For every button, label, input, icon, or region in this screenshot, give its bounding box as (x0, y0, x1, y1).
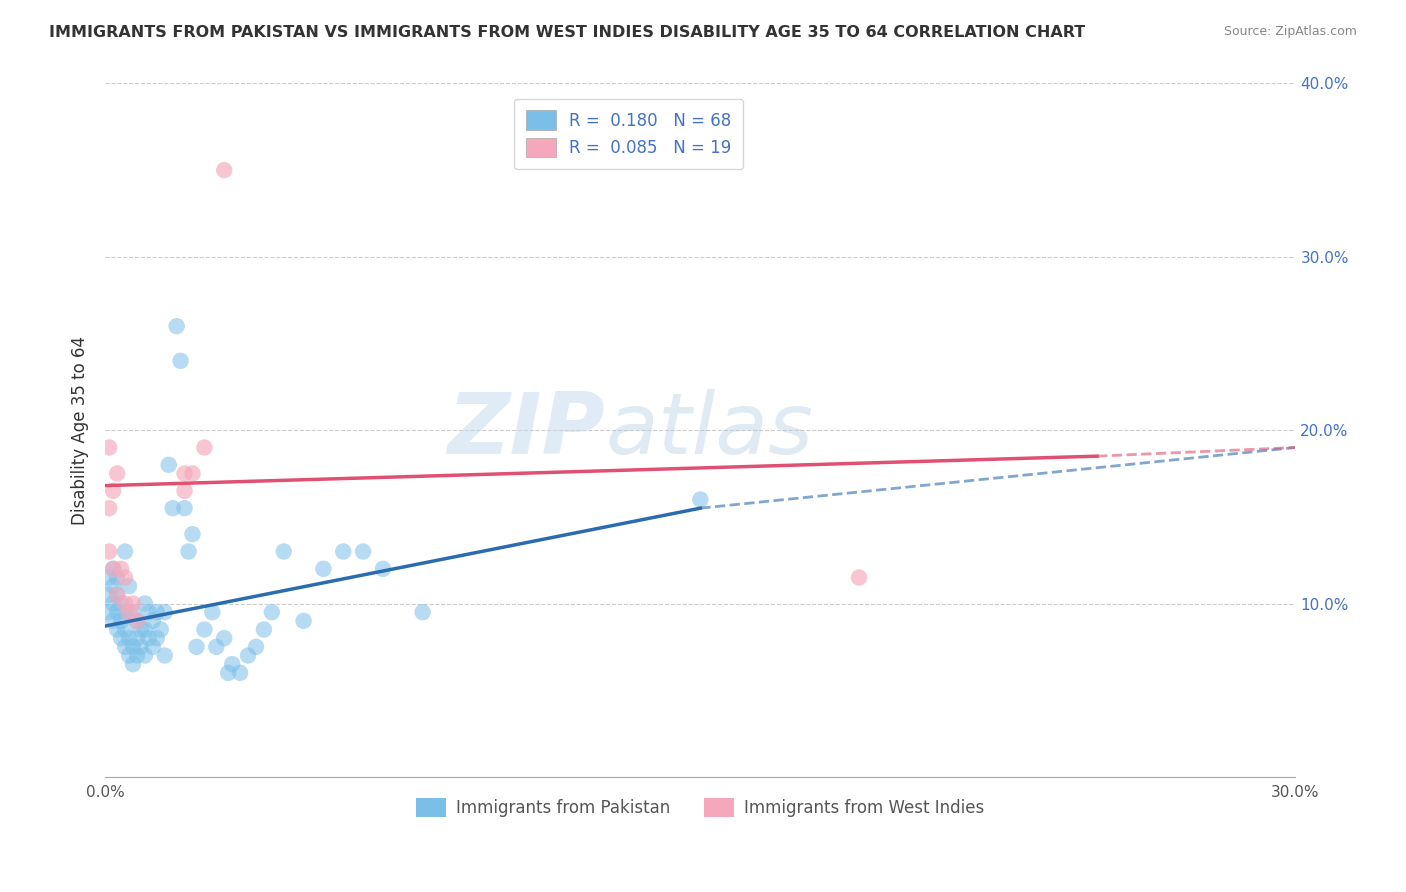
Point (105, 623, 128, 637)
Point (181, 527, 204, 541)
Point (110, 631, 132, 645)
Point (110, 597, 132, 611)
Point (129, 623, 152, 637)
Point (169, 353, 191, 368)
Legend: Immigrants from Pakistan, Immigrants from West Indies: Immigrants from Pakistan, Immigrants fro… (409, 791, 991, 824)
Point (273, 544, 295, 558)
Point (98, 605, 121, 619)
Point (101, 562, 124, 576)
Point (193, 441, 215, 455)
Point (98, 441, 121, 455)
Point (149, 623, 172, 637)
Point (173, 501, 195, 516)
Point (105, 605, 128, 619)
Point (101, 483, 124, 498)
Point (173, 483, 195, 498)
Point (134, 597, 156, 611)
Point (236, 648, 259, 663)
Point (212, 163, 235, 178)
Point (193, 623, 215, 637)
Point (118, 605, 141, 619)
Point (153, 605, 176, 619)
Text: IMMIGRANTS FROM PAKISTAN VS IMMIGRANTS FROM WEST INDIES DISABILITY AGE 35 TO 64 : IMMIGRANTS FROM PAKISTAN VS IMMIGRANTS F… (49, 25, 1085, 40)
Point (229, 665, 252, 680)
Point (101, 597, 124, 611)
Point (153, 648, 176, 663)
Point (110, 614, 132, 628)
Point (352, 544, 374, 558)
Point (162, 501, 184, 516)
Point (122, 640, 145, 654)
Point (245, 640, 267, 654)
Point (125, 614, 148, 628)
Point (217, 665, 239, 680)
Point (205, 640, 228, 654)
Point (114, 623, 136, 637)
Point (105, 570, 128, 584)
Point (101, 579, 124, 593)
Point (689, 492, 711, 507)
Point (221, 657, 243, 672)
Point (114, 544, 136, 558)
Point (105, 588, 128, 602)
Text: ZIP: ZIP (447, 389, 605, 472)
Point (114, 597, 136, 611)
Point (146, 631, 169, 645)
Point (110, 562, 132, 576)
Point (177, 544, 200, 558)
Point (142, 614, 165, 628)
Point (98, 544, 121, 558)
Point (98, 501, 121, 516)
Point (114, 570, 136, 584)
Point (142, 640, 165, 654)
Point (125, 648, 148, 663)
Point (138, 605, 160, 619)
Point (114, 640, 136, 654)
Point (166, 319, 188, 334)
Point (412, 605, 434, 619)
Point (146, 605, 169, 619)
Point (101, 562, 124, 576)
Point (201, 605, 224, 619)
Point (181, 467, 204, 481)
Point (98, 588, 121, 602)
Point (122, 657, 145, 672)
Point (122, 597, 145, 611)
Point (134, 623, 156, 637)
Point (848, 570, 870, 584)
Point (118, 631, 141, 645)
Point (114, 605, 136, 619)
Point (173, 467, 195, 481)
Point (371, 562, 394, 576)
Point (125, 614, 148, 628)
Point (101, 614, 124, 628)
Point (253, 623, 276, 637)
Point (105, 467, 128, 481)
Point (157, 458, 180, 472)
Point (98, 570, 121, 584)
Point (212, 631, 235, 645)
Point (118, 648, 141, 663)
Point (129, 640, 152, 654)
Point (122, 605, 145, 619)
Point (332, 544, 354, 558)
Point (134, 648, 156, 663)
Point (118, 579, 141, 593)
Point (260, 605, 283, 619)
Point (125, 631, 148, 645)
Text: atlas: atlas (605, 389, 813, 472)
Point (138, 631, 160, 645)
Point (312, 562, 335, 576)
Point (186, 640, 208, 654)
Point (105, 588, 128, 602)
Text: Source: ZipAtlas.com: Source: ZipAtlas.com (1223, 25, 1357, 38)
Point (292, 614, 315, 628)
Y-axis label: Disability Age 35 to 64: Disability Age 35 to 64 (72, 335, 89, 524)
